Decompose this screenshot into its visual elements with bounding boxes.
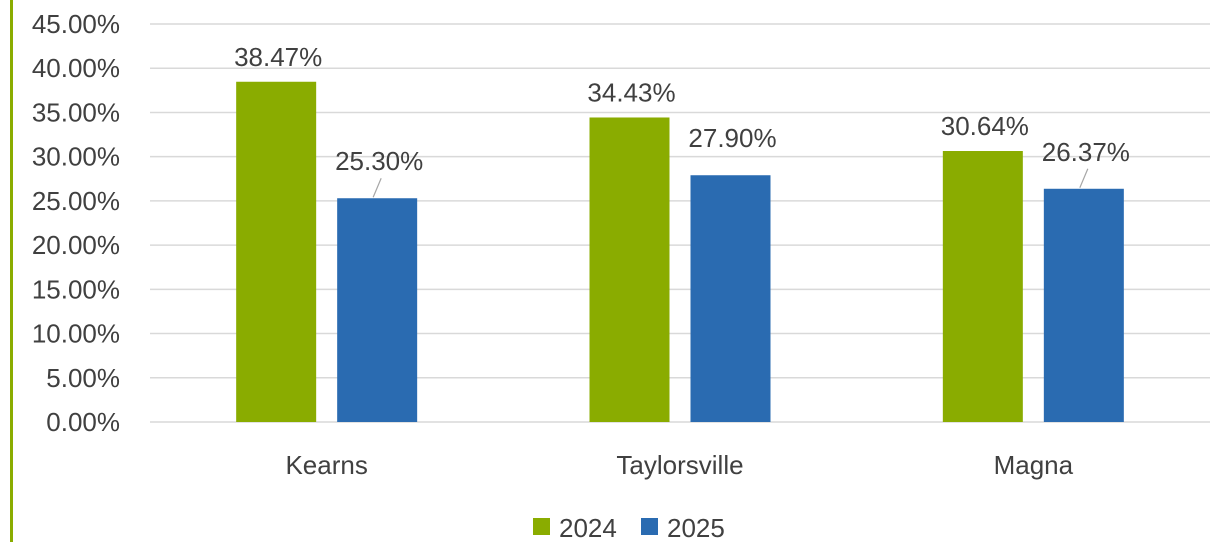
leader-line	[372, 178, 382, 198]
legend-swatch-2025	[641, 518, 658, 535]
y-axis-tick-labels: 0.00% 5.00% 10.00% 15.00% 20.00% 25.00% 30.00%…	[32, 9, 120, 437]
legend-swatch-2024	[533, 518, 550, 535]
bars	[236, 81, 1124, 423]
gridlines	[150, 23, 1210, 423]
legend: 2024 2025	[533, 513, 725, 542]
bar-2025-kearns	[337, 198, 418, 422]
data-label: 38.47%	[234, 42, 322, 72]
data-label: 30.64%	[941, 111, 1029, 141]
y-tick-label: 40.00%	[32, 53, 120, 83]
y-tick-label: 30.00%	[32, 142, 120, 172]
legend-label-2024: 2024	[559, 513, 617, 542]
bar-2024-taylorsville	[589, 117, 670, 422]
y-tick-label: 5.00%	[46, 363, 120, 393]
y-tick-label: 20.00%	[32, 230, 120, 260]
data-label: 27.90%	[688, 123, 776, 153]
legend-label-2025: 2025	[667, 513, 725, 542]
x-category-label: Taylorsville	[616, 450, 743, 480]
label-leader-lines	[372, 168, 1089, 198]
y-tick-label: 0.00%	[46, 407, 120, 437]
y-tick-label: 10.00%	[32, 319, 120, 349]
data-labels: 38.47% 25.30% 34.43% 27.90% 30.64% 26.37%	[234, 42, 1130, 176]
y-tick-label: 45.00%	[32, 9, 120, 39]
x-axis-category-labels: Kearns Taylorsville Magna	[285, 450, 1073, 480]
data-label: 26.37%	[1042, 137, 1130, 167]
y-tick-label: 35.00%	[32, 97, 120, 127]
y-tick-label: 25.00%	[32, 186, 120, 216]
bar-2024-magna	[942, 151, 1023, 422]
y-tick-label: 15.00%	[32, 274, 120, 304]
x-category-label: Kearns	[285, 450, 367, 480]
leader-line	[1079, 168, 1089, 189]
left-frame-line	[10, 0, 13, 542]
bar-2025-taylorsville	[690, 175, 771, 422]
data-label: 25.30%	[335, 146, 423, 176]
bar-2025-magna	[1043, 188, 1124, 422]
x-category-label: Magna	[994, 450, 1074, 480]
data-label: 34.43%	[587, 77, 675, 107]
bar-2024-kearns	[236, 81, 317, 423]
